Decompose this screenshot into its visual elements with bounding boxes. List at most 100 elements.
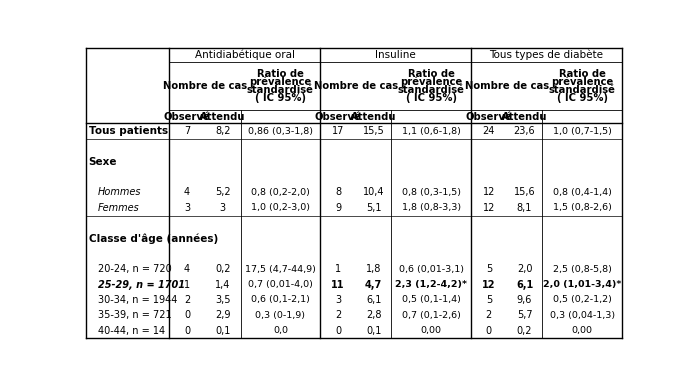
Text: 17: 17	[332, 126, 344, 136]
Text: 2: 2	[184, 295, 190, 305]
Text: 15,5: 15,5	[363, 126, 384, 136]
Text: Nombre de cas: Nombre de cas	[163, 81, 247, 91]
Text: 10,4: 10,4	[363, 187, 384, 197]
Text: 0,8 (0,2-2,0): 0,8 (0,2-2,0)	[251, 188, 310, 197]
Text: 3: 3	[335, 295, 341, 305]
Text: 9,6: 9,6	[517, 295, 532, 305]
Text: 17,5 (4,7-44,9): 17,5 (4,7-44,9)	[245, 265, 316, 274]
Text: 0,00: 0,00	[571, 326, 593, 335]
Text: Attendu: Attendu	[200, 111, 245, 122]
Text: Femmes: Femmes	[98, 203, 140, 213]
Text: 2,0 (1,01-3,4)*: 2,0 (1,01-3,4)*	[543, 280, 621, 289]
Text: 0,3 (0-1,9): 0,3 (0-1,9)	[256, 311, 305, 320]
Text: 30-34, n = 1944: 30-34, n = 1944	[98, 295, 178, 305]
Text: Tous types de diabète: Tous types de diabète	[489, 50, 603, 60]
Text: 0,6 (0,01-3,1): 0,6 (0,01-3,1)	[399, 265, 464, 274]
Text: prévalence: prévalence	[249, 76, 312, 87]
Text: 0,1: 0,1	[366, 325, 381, 336]
Text: 3,5: 3,5	[215, 295, 231, 305]
Text: 23,6: 23,6	[513, 126, 536, 136]
Text: Attendu: Attendu	[351, 111, 397, 122]
Text: ( IC 95%): ( IC 95%)	[557, 93, 607, 103]
Text: Insuline: Insuline	[375, 50, 416, 60]
Text: 35-39, n = 721: 35-39, n = 721	[98, 310, 171, 320]
Text: 2,9: 2,9	[215, 310, 231, 320]
Text: 0,3 (0,04-1,3): 0,3 (0,04-1,3)	[549, 311, 615, 320]
Text: 1,5 (0,8-2,6): 1,5 (0,8-2,6)	[553, 203, 612, 212]
Text: 0,0: 0,0	[273, 326, 288, 335]
Text: 0,00: 0,00	[421, 326, 442, 335]
Text: 1: 1	[184, 279, 190, 289]
Text: 5,7: 5,7	[517, 310, 532, 320]
Text: 0,5 (0,1-1,4): 0,5 (0,1-1,4)	[401, 295, 461, 305]
Text: 0,6 (0,1-2,1): 0,6 (0,1-2,1)	[251, 295, 310, 305]
Text: 0,8 (0,3-1,5): 0,8 (0,3-1,5)	[401, 188, 461, 197]
Text: 8,2: 8,2	[215, 126, 231, 136]
Text: 1,0 (0,7-1,5): 1,0 (0,7-1,5)	[553, 127, 612, 135]
Text: 12: 12	[483, 187, 495, 197]
Text: 0: 0	[335, 325, 341, 336]
Text: prévalence: prévalence	[400, 76, 462, 87]
Text: Classe d'âge (années): Classe d'âge (années)	[88, 233, 218, 244]
Text: 15,6: 15,6	[513, 187, 536, 197]
Text: 1: 1	[335, 264, 341, 274]
Text: Sexe: Sexe	[88, 157, 117, 167]
Text: 1,1 (0,6-1,8): 1,1 (0,6-1,8)	[401, 127, 461, 135]
Text: 12: 12	[483, 203, 495, 213]
Text: 6,1: 6,1	[516, 279, 533, 289]
Text: 5: 5	[486, 295, 492, 305]
Text: 0,86 (0,3-1,8): 0,86 (0,3-1,8)	[248, 127, 313, 135]
Text: 5,1: 5,1	[366, 203, 381, 213]
Text: 4: 4	[184, 187, 190, 197]
Text: standardisé: standardisé	[398, 85, 464, 95]
Text: 6,1: 6,1	[366, 295, 381, 305]
Text: 8: 8	[335, 187, 341, 197]
Text: 12: 12	[482, 279, 495, 289]
Text: 0,8 (0,4-1,4): 0,8 (0,4-1,4)	[553, 188, 612, 197]
Text: Ratio de: Ratio de	[257, 68, 304, 79]
Text: Tous patients: Tous patients	[88, 126, 168, 136]
Text: 1,8: 1,8	[366, 264, 381, 274]
Text: 5,2: 5,2	[215, 187, 231, 197]
Text: Nombre de cas: Nombre de cas	[464, 81, 549, 91]
Text: Nombre de cas: Nombre de cas	[314, 81, 398, 91]
Text: Observé: Observé	[314, 111, 361, 122]
Text: 0: 0	[486, 325, 492, 336]
Text: 1,0 (0,2-3,0): 1,0 (0,2-3,0)	[251, 203, 310, 212]
Text: 2,0: 2,0	[517, 264, 532, 274]
Text: 9: 9	[335, 203, 341, 213]
Text: Observé: Observé	[164, 111, 211, 122]
Text: 40-44, n = 14: 40-44, n = 14	[98, 325, 165, 336]
Text: 25-29, n = 1701: 25-29, n = 1701	[98, 279, 185, 289]
Text: 4: 4	[184, 264, 190, 274]
Text: 5: 5	[486, 264, 492, 274]
Text: 20-24, n = 720: 20-24, n = 720	[98, 264, 172, 274]
Text: 3: 3	[184, 203, 190, 213]
Text: Hommes: Hommes	[98, 187, 142, 197]
Text: 1,4: 1,4	[215, 279, 231, 289]
Text: Attendu: Attendu	[502, 111, 547, 122]
Text: ( IC 95%): ( IC 95%)	[255, 93, 306, 103]
Text: Observé: Observé	[466, 111, 512, 122]
Text: Ratio de: Ratio de	[408, 68, 455, 79]
Text: 24: 24	[483, 126, 495, 136]
Text: 2,8: 2,8	[366, 310, 381, 320]
Text: 3: 3	[220, 203, 226, 213]
Text: ( IC 95%): ( IC 95%)	[406, 93, 457, 103]
Text: 2: 2	[486, 310, 492, 320]
Text: 0,7 (0,01-4,0): 0,7 (0,01-4,0)	[248, 280, 313, 289]
Text: 1,8 (0,8-3,3): 1,8 (0,8-3,3)	[401, 203, 461, 212]
Text: 2,3 (1,2-4,2)*: 2,3 (1,2-4,2)*	[395, 280, 467, 289]
Text: 4,7: 4,7	[365, 279, 382, 289]
Text: Antidiabétique oral: Antidiabétique oral	[195, 50, 295, 60]
Text: 0,2: 0,2	[517, 325, 532, 336]
Text: Ratio de: Ratio de	[559, 68, 605, 79]
Text: 0: 0	[184, 325, 190, 336]
Text: 0: 0	[184, 310, 190, 320]
Text: 0,2: 0,2	[215, 264, 231, 274]
Text: prévalence: prévalence	[551, 76, 613, 87]
Text: 2: 2	[335, 310, 341, 320]
Text: standardisé: standardisé	[247, 85, 314, 95]
Text: 11: 11	[331, 279, 345, 289]
Text: 0,1: 0,1	[215, 325, 231, 336]
